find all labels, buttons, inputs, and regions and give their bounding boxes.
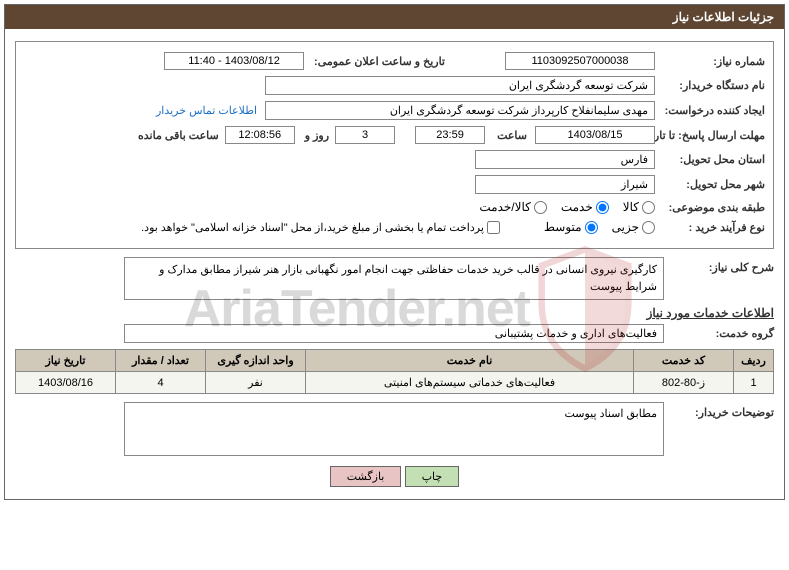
print-button[interactable]: چاپ bbox=[405, 466, 460, 487]
main-panel: جزئیات اطلاعات نیاز شماره نیاز: 11030925… bbox=[4, 4, 785, 500]
services-table: ردیف کد خدمت نام خدمت واحد اندازه گیری ت… bbox=[15, 349, 774, 394]
need-no-label: شماره نیاز: bbox=[655, 55, 765, 68]
deadline-time: 23:59 bbox=[415, 126, 485, 144]
requester-value: مهدی سلیمانفلاح کارپرداز شرکت توسعه گردش… bbox=[265, 101, 655, 120]
service-group-label: گروه خدمت: bbox=[664, 327, 774, 340]
city-value: شیراز bbox=[475, 175, 655, 194]
back-button[interactable]: بازگشت bbox=[330, 466, 402, 487]
days-label: روز و bbox=[301, 129, 329, 142]
radio-both[interactable]: کالا/خدمت bbox=[479, 200, 546, 214]
th-row: ردیف bbox=[734, 350, 774, 372]
th-qty: تعداد / مقدار bbox=[116, 350, 206, 372]
announce-date-value: 1403/08/12 - 11:40 bbox=[164, 52, 304, 70]
table-row: 1 ز-80-802 فعالیت‌های خدماتی سیستم‌های ا… bbox=[16, 372, 774, 394]
radio-service[interactable]: خدمت bbox=[561, 200, 609, 214]
deadline-date: 1403/08/15 bbox=[535, 126, 655, 144]
radio-goods-label: کالا bbox=[623, 200, 639, 214]
remaining-label: ساعت باقی مانده bbox=[134, 129, 219, 142]
radio-medium-label: متوسط bbox=[544, 220, 582, 234]
td-unit: نفر bbox=[206, 372, 306, 394]
checkbox-payment[interactable]: پرداخت تمام یا بخشی از مبلغ خرید،از محل … bbox=[141, 221, 500, 234]
radio-minor[interactable]: جزیی bbox=[612, 220, 655, 234]
radio-goods[interactable]: کالا bbox=[623, 200, 655, 214]
button-row: چاپ بازگشت bbox=[15, 466, 774, 487]
radio-service-label: خدمت bbox=[561, 200, 593, 214]
buyer-comment-value: مطابق اسناد پیوست bbox=[124, 402, 664, 456]
radio-medium[interactable]: متوسط bbox=[544, 220, 598, 234]
td-code: ز-80-802 bbox=[634, 372, 734, 394]
th-name: نام خدمت bbox=[306, 350, 634, 372]
th-date: تاریخ نیاز bbox=[16, 350, 116, 372]
checkbox-payment-input[interactable] bbox=[487, 221, 500, 234]
td-row: 1 bbox=[734, 372, 774, 394]
th-code: کد خدمت bbox=[634, 350, 734, 372]
purchase-type-label: نوع فرآیند خرید : bbox=[655, 221, 765, 234]
panel-title: جزئیات اطلاعات نیاز bbox=[5, 5, 784, 29]
requester-label: ایجاد کننده درخواست: bbox=[655, 104, 765, 117]
remaining-time: 12:08:56 bbox=[225, 126, 295, 144]
service-group-value: فعالیت‌های اداری و خدمات پشتیبانی bbox=[124, 324, 664, 343]
services-section-title: اطلاعات خدمات مورد نیاز bbox=[15, 306, 774, 320]
contact-link[interactable]: اطلاعات تماس خریدار bbox=[156, 104, 257, 117]
city-label: شهر محل تحویل: bbox=[655, 178, 765, 191]
need-desc-label: شرح کلی نیاز: bbox=[664, 257, 774, 274]
radio-minor-label: جزیی bbox=[612, 220, 639, 234]
province-value: فارس bbox=[475, 150, 655, 169]
payment-note: پرداخت تمام یا بخشی از مبلغ خرید،از محل … bbox=[141, 221, 484, 234]
radio-goods-input[interactable] bbox=[642, 201, 655, 214]
need-desc-value: کارگیری نیروی انسانی در قالب خرید خدمات … bbox=[124, 257, 664, 300]
need-no-value: 1103092507000038 bbox=[505, 52, 655, 70]
info-fieldset: شماره نیاز: 1103092507000038 تاریخ و ساع… bbox=[15, 41, 774, 249]
td-date: 1403/08/16 bbox=[16, 372, 116, 394]
td-qty: 4 bbox=[116, 372, 206, 394]
buyer-org-label: نام دستگاه خریدار: bbox=[655, 79, 765, 92]
announce-date-label: تاریخ و ساعت اعلان عمومی: bbox=[310, 55, 445, 68]
category-label: طبقه بندی موضوعی: bbox=[655, 201, 765, 214]
radio-minor-input[interactable] bbox=[642, 221, 655, 234]
province-label: استان محل تحویل: bbox=[655, 153, 765, 166]
radio-service-input[interactable] bbox=[596, 201, 609, 214]
radio-medium-input[interactable] bbox=[585, 221, 598, 234]
th-unit: واحد اندازه گیری bbox=[206, 350, 306, 372]
deadline-label: مهلت ارسال پاسخ: تا تاریخ: bbox=[655, 129, 765, 142]
radio-both-label: کالا/خدمت bbox=[479, 200, 530, 214]
buyer-org-value: شرکت توسعه گردشگری ایران bbox=[265, 76, 655, 95]
buyer-comment-label: توضیحات خریدار: bbox=[664, 402, 774, 419]
days-value: 3 bbox=[335, 126, 395, 144]
radio-both-input[interactable] bbox=[534, 201, 547, 214]
time-label: ساعت bbox=[493, 129, 527, 142]
td-name: فعالیت‌های خدماتی سیستم‌های امنیتی bbox=[306, 372, 634, 394]
